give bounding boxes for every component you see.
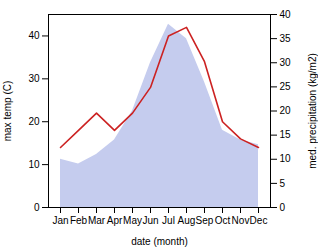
svg-text:Nov: Nov [232, 215, 250, 226]
svg-text:35: 35 [280, 33, 292, 44]
svg-text:0: 0 [34, 202, 40, 213]
svg-text:Oct: Oct [215, 215, 231, 226]
svg-text:Sep: Sep [196, 215, 214, 226]
svg-text:Jan: Jan [52, 215, 68, 226]
svg-text:40: 40 [280, 9, 292, 20]
svg-text:0: 0 [280, 202, 286, 213]
svg-text:15: 15 [280, 129, 292, 140]
svg-text:Feb: Feb [70, 215, 88, 226]
svg-text:40: 40 [28, 30, 40, 41]
svg-text:Apr: Apr [107, 215, 123, 226]
svg-text:20: 20 [280, 105, 292, 116]
svg-text:May: May [123, 215, 142, 226]
svg-text:Dec: Dec [250, 215, 268, 226]
svg-text:Jun: Jun [142, 215, 158, 226]
svg-text:10: 10 [28, 159, 40, 170]
svg-text:10: 10 [280, 153, 292, 164]
svg-text:20: 20 [28, 116, 40, 127]
svg-text:5: 5 [280, 178, 286, 189]
svg-text:Mar: Mar [88, 215, 106, 226]
svg-text:date (month): date (month) [131, 236, 188, 247]
svg-text:Aug: Aug [178, 215, 196, 226]
svg-text:med. precipitation (kg/m2): med. precipitation (kg/m2) [307, 53, 318, 169]
svg-text:25: 25 [280, 81, 292, 92]
svg-text:Jul: Jul [162, 215, 175, 226]
svg-text:30: 30 [28, 73, 40, 84]
svg-text:30: 30 [280, 57, 292, 68]
svg-text:max temp (C): max temp (C) [2, 81, 13, 142]
